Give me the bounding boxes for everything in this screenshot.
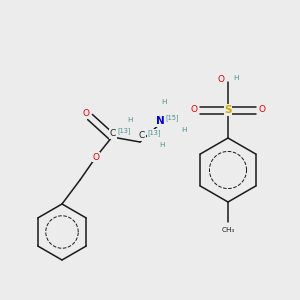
Text: C: C	[139, 131, 145, 140]
Text: H: H	[127, 117, 133, 123]
Text: H: H	[161, 99, 167, 105]
Text: N: N	[156, 116, 164, 126]
Text: H: H	[159, 142, 165, 148]
Text: [13]: [13]	[147, 130, 161, 136]
Text: O: O	[82, 109, 89, 118]
Text: C: C	[110, 130, 116, 139]
Text: H: H	[233, 75, 239, 81]
Text: S: S	[224, 105, 232, 115]
Text: [15]: [15]	[165, 115, 179, 122]
Text: [13]: [13]	[117, 128, 131, 134]
Text: H: H	[181, 127, 187, 133]
Text: O: O	[92, 152, 100, 161]
Text: O: O	[190, 106, 197, 115]
Text: O: O	[218, 76, 224, 85]
Text: O: O	[259, 106, 266, 115]
Text: CH₃: CH₃	[221, 227, 235, 233]
